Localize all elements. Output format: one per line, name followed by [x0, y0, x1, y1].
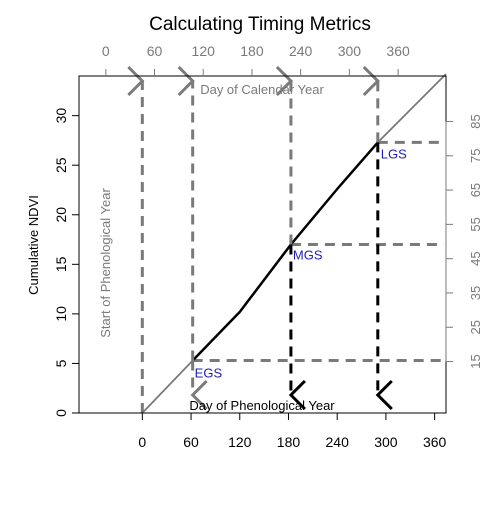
bottom-tick-label-180: 180: [277, 434, 301, 450]
left-tick-label-15: 15: [53, 256, 69, 272]
bottom-tick-label-120: 120: [228, 434, 252, 450]
left-tick-label-25: 25: [53, 157, 69, 173]
left-tick-label-30: 30: [53, 108, 69, 124]
top-tick-label-300: 300: [338, 43, 362, 59]
bottom-tick-label-360: 360: [423, 434, 447, 450]
bottom-tick-label-300: 300: [374, 434, 398, 450]
top-tick-label-240: 240: [289, 43, 313, 59]
left-tick-label-20: 20: [53, 207, 69, 223]
bottom-axis-label: Day of Phenological Year: [189, 398, 335, 413]
right-tick-label-65: 65: [468, 183, 483, 197]
egs-label: EGS: [195, 365, 223, 380]
bottom-tick-label-60: 60: [183, 434, 199, 450]
right-tick-label-15: 15: [468, 354, 483, 368]
bottom-tick-label-240: 240: [326, 434, 350, 450]
y-axis-label: Cumulative NDVI: [26, 195, 41, 295]
right-tick-label-25: 25: [468, 320, 483, 334]
guide-lines: [192, 140, 444, 362]
right-tick-label-75: 75: [468, 149, 483, 163]
top-axis-label: Day of Calendar Year: [200, 82, 324, 97]
mgs-label: MGS: [293, 248, 323, 263]
top-tick-label-60: 60: [147, 43, 163, 59]
right-tick-label-85: 85: [468, 114, 483, 128]
top-tick-label-0: 0: [102, 43, 110, 59]
metric-labels: EGS MGS LGS: [195, 146, 407, 380]
start-of-phenological-year-label: Start of Phenological Year: [98, 188, 113, 338]
plot-frame: [78, 75, 447, 414]
left-tick-label-5: 5: [53, 359, 69, 367]
top-tick-label-360: 360: [386, 43, 410, 59]
axes: 0 60 120 180 240 300 360 0 60 120 180 240 300 360 0 5 10…: [53, 43, 483, 450]
top-tick-label-120: 120: [192, 43, 216, 59]
right-tick-label-55: 55: [468, 217, 483, 231]
lgs-label: LGS: [381, 146, 407, 161]
right-tick-label-45: 45: [468, 251, 483, 265]
left-tick-label-0: 0: [53, 409, 69, 417]
bottom-tick-label-0: 0: [138, 434, 146, 450]
right-tick-label-35: 35: [468, 286, 483, 300]
left-tick-label-10: 10: [53, 306, 69, 322]
series-line-growing-season: [191, 141, 379, 362]
metric-arrows: [127, 65, 393, 413]
chart-title: Calculating Timing Metrics: [149, 14, 371, 35]
top-tick-label-180: 180: [240, 43, 264, 59]
